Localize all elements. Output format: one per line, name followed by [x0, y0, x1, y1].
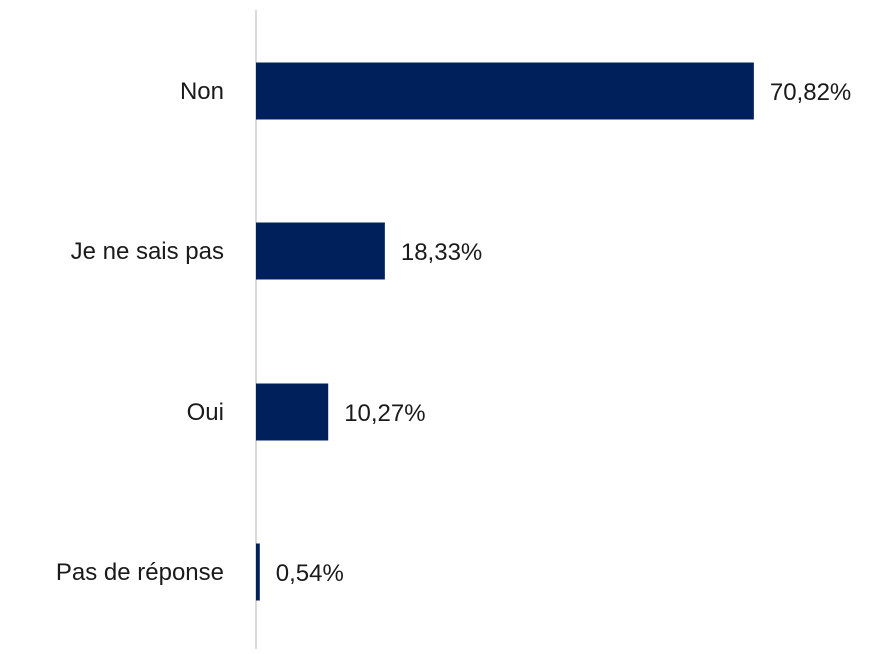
- category-label-2: Oui: [187, 399, 224, 426]
- value-label-2: 10,27%: [344, 400, 425, 427]
- value-label-1: 18,33%: [401, 239, 482, 266]
- bar-0: [256, 62, 754, 120]
- bar-3: [256, 543, 260, 601]
- bar-1: [256, 222, 385, 280]
- value-label-3: 0,54%: [276, 560, 344, 587]
- category-label-1: Je ne sais pas: [71, 238, 224, 265]
- bar-2: [256, 383, 329, 441]
- category-label-0: Non: [180, 78, 224, 105]
- category-label-3: Pas de réponse: [56, 559, 224, 586]
- value-label-0: 70,82%: [770, 79, 851, 106]
- bars-layer: Non 70,82% Je ne sais pas 18,33% Oui 10,27% Pa…: [56, 62, 851, 601]
